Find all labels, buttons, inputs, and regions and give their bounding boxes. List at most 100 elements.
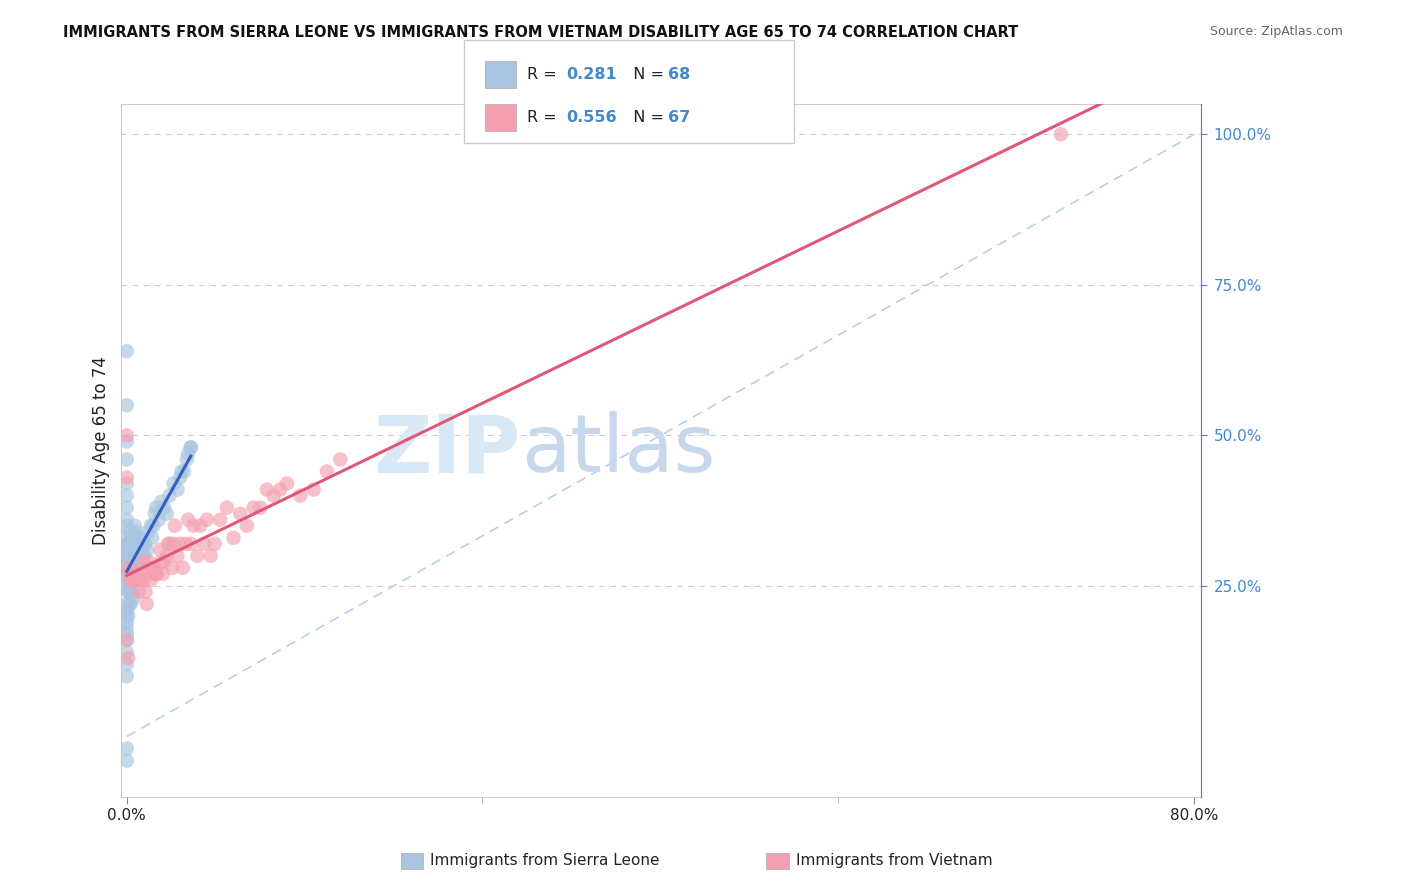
Point — [120, 561, 142, 575]
Point — [115, 597, 138, 611]
Point — [134, 585, 156, 599]
Point — [169, 470, 191, 484]
Point — [204, 537, 226, 551]
Point — [122, 566, 145, 581]
Point — [169, 537, 191, 551]
Point — [125, 555, 148, 569]
Point — [127, 573, 149, 587]
Point — [174, 537, 197, 551]
Point — [115, 476, 138, 491]
Point — [173, 465, 195, 479]
Point — [115, 615, 138, 629]
Point — [242, 500, 264, 515]
Point — [166, 483, 188, 497]
Point — [145, 566, 167, 581]
Point — [115, 603, 138, 617]
Text: Immigrants from Vietnam: Immigrants from Vietnam — [796, 854, 993, 868]
Point — [290, 489, 312, 503]
Point — [115, 452, 138, 467]
Text: atlas: atlas — [520, 411, 716, 490]
Point — [115, 428, 138, 442]
Point — [180, 537, 202, 551]
Point — [117, 537, 139, 551]
Point — [134, 573, 156, 587]
Point — [159, 537, 181, 551]
Point — [118, 573, 141, 587]
Text: 68: 68 — [668, 67, 690, 82]
Point — [142, 561, 165, 575]
Text: 0.556: 0.556 — [567, 110, 617, 125]
Point — [117, 651, 139, 665]
Point — [200, 549, 222, 563]
Point — [115, 549, 138, 563]
Point — [120, 585, 142, 599]
Point — [222, 531, 245, 545]
Point — [115, 434, 138, 449]
Point — [145, 500, 167, 515]
Point — [127, 549, 149, 563]
Point — [215, 500, 238, 515]
Point — [143, 507, 166, 521]
Point — [316, 465, 339, 479]
Point — [115, 561, 138, 575]
Point — [163, 518, 186, 533]
Point — [115, 542, 138, 557]
Text: 0.281: 0.281 — [567, 67, 617, 82]
Point — [118, 537, 141, 551]
Point — [117, 561, 139, 575]
Point — [115, 513, 138, 527]
Point — [115, 609, 138, 624]
Point — [139, 518, 162, 533]
Text: IMMIGRANTS FROM SIERRA LEONE VS IMMIGRANTS FROM VIETNAM DISABILITY AGE 65 TO 74 : IMMIGRANTS FROM SIERRA LEONE VS IMMIGRAN… — [63, 25, 1018, 40]
Text: R =: R = — [527, 110, 562, 125]
Point — [122, 591, 145, 605]
Point — [276, 476, 298, 491]
Point — [124, 531, 146, 545]
Point — [229, 507, 252, 521]
Point — [117, 609, 139, 624]
Point — [329, 452, 352, 467]
Point — [166, 549, 188, 563]
Point — [115, 398, 138, 412]
Point — [188, 518, 211, 533]
Point — [156, 507, 179, 521]
Point — [236, 518, 259, 533]
Point — [157, 537, 180, 551]
Point — [129, 549, 152, 563]
Text: N =: N = — [623, 67, 669, 82]
Point — [115, 555, 138, 569]
Point — [136, 524, 159, 539]
Point — [160, 561, 183, 575]
Point — [117, 542, 139, 557]
Point — [122, 549, 145, 563]
Point — [249, 500, 271, 515]
Point — [117, 585, 139, 599]
Point — [149, 542, 172, 557]
Point — [162, 537, 184, 551]
Point — [115, 741, 138, 756]
Point — [135, 542, 157, 557]
Point — [129, 573, 152, 587]
Point — [128, 537, 150, 551]
Point — [141, 531, 163, 545]
Point — [115, 645, 138, 659]
Point — [256, 483, 278, 497]
Point — [121, 531, 143, 545]
Text: Immigrants from Sierra Leone: Immigrants from Sierra Leone — [430, 854, 659, 868]
Point — [120, 597, 142, 611]
Point — [135, 597, 157, 611]
Point — [131, 566, 153, 581]
Point — [120, 573, 142, 587]
Point — [115, 537, 138, 551]
Point — [115, 537, 138, 551]
Point — [153, 500, 176, 515]
Point — [115, 500, 138, 515]
Point — [156, 549, 179, 563]
Point — [125, 566, 148, 581]
Point — [177, 446, 200, 460]
Point — [195, 513, 218, 527]
Point — [132, 555, 155, 569]
Point — [180, 441, 202, 455]
Point — [125, 524, 148, 539]
Point — [132, 537, 155, 551]
